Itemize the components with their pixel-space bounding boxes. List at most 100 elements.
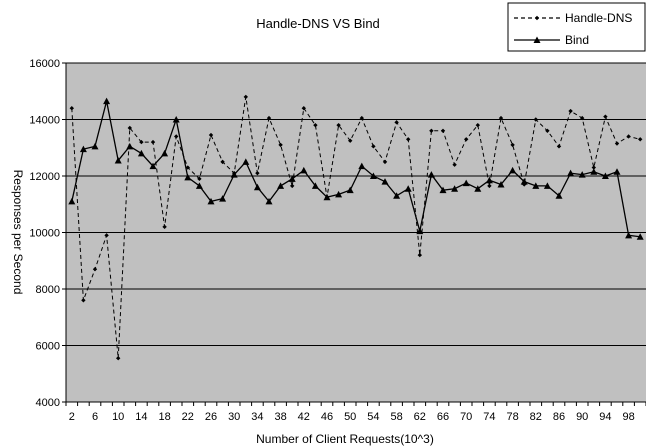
x-tick-label: 42 [298, 411, 310, 423]
data-point [382, 159, 388, 165]
series-bind [68, 97, 644, 240]
data-point [92, 267, 98, 272]
data-point [68, 197, 76, 205]
data-point [208, 132, 214, 138]
legend-label: Bind [565, 33, 589, 47]
data-point [172, 116, 180, 123]
x-tick-label: 46 [321, 411, 333, 423]
data-point [369, 172, 377, 179]
data-point [404, 185, 412, 192]
x-tick-label: 10 [112, 411, 124, 423]
data-point [150, 139, 156, 145]
data-point [464, 137, 469, 142]
data-point [452, 162, 457, 167]
x-tick-label: 38 [274, 411, 286, 423]
x-tick-label: 18 [158, 411, 170, 423]
data-point [127, 125, 132, 131]
data-point [288, 175, 296, 182]
data-point [371, 144, 376, 149]
series-line [71, 96, 641, 359]
data-point [626, 134, 631, 139]
y-tick-label: 12000 [29, 171, 60, 183]
y-axis-ticks: 4000 6000 8000 10000 12000 14000 16000 [29, 58, 66, 409]
data-point [335, 190, 343, 198]
data-point [253, 183, 261, 191]
data-point [381, 178, 389, 185]
x-tick-label: 30 [228, 411, 240, 423]
data-point [580, 115, 585, 121]
data-point [346, 186, 354, 194]
series-line [71, 100, 641, 238]
data-point [556, 144, 562, 149]
x-tick-label: 90 [576, 411, 588, 423]
data-point [116, 356, 121, 361]
x-axis-ticks: 2 6 10 14 18 22 26 30 34 38 42 46 50 54 58 62 66 70 74 78 82… [65, 402, 646, 423]
x-tick-label: 70 [460, 411, 472, 423]
data-point [161, 149, 169, 157]
data-point [487, 183, 492, 189]
data-point [184, 173, 192, 181]
data-point [543, 182, 551, 189]
legend-marker [533, 36, 541, 43]
data-point [104, 233, 109, 238]
data-point [265, 197, 273, 205]
data-point [485, 176, 493, 184]
x-tick-label: 14 [135, 411, 147, 423]
y-tick-label: 6000 [36, 341, 60, 353]
data-point [149, 162, 157, 170]
data-point [451, 185, 459, 192]
data-point [348, 138, 353, 143]
data-point [243, 94, 248, 100]
data-point [162, 224, 167, 230]
data-point [625, 231, 633, 239]
data-point [91, 142, 99, 150]
data-point [590, 168, 598, 175]
data-point [114, 156, 122, 164]
x-tick-label: 54 [367, 411, 379, 423]
x-tick-label: 26 [205, 411, 217, 423]
y-tick-label: 14000 [29, 115, 60, 127]
x-tick-label: 86 [553, 411, 565, 423]
data-point [591, 165, 596, 170]
series-handle-dns [69, 94, 643, 361]
x-axis-label: Number of Client Requests(10^3) [256, 432, 434, 446]
data-point [207, 197, 215, 205]
x-tick-label: 74 [483, 411, 495, 423]
data-point [266, 115, 272, 121]
x-tick-label: 50 [344, 411, 356, 423]
legend-label: Handle-DNS [565, 11, 632, 25]
data-point [578, 171, 586, 178]
data-point [440, 128, 446, 133]
data-point [219, 195, 227, 202]
data-point [69, 106, 74, 111]
data-point [323, 193, 331, 201]
legend: Handle-DNS Bind [507, 2, 646, 52]
x-tick-label: 62 [414, 411, 426, 423]
x-tick-label: 58 [390, 411, 402, 423]
data-point [103, 97, 111, 105]
x-tick-label: 22 [182, 411, 194, 423]
data-point [532, 182, 540, 189]
data-point [300, 166, 308, 174]
x-tick-label: 94 [599, 411, 611, 423]
data-point [475, 122, 480, 128]
data-point [638, 137, 643, 142]
data-point [416, 227, 424, 235]
data-point [230, 171, 238, 178]
data-point [636, 233, 644, 240]
legend-box [507, 2, 646, 52]
data-point [603, 114, 608, 119]
data-point [126, 142, 134, 150]
data-point [427, 171, 435, 178]
y-tick-label: 16000 [29, 58, 60, 70]
chart-title: Handle-DNS VS Bind [256, 16, 380, 31]
data-point [555, 192, 563, 199]
data-point [601, 172, 609, 179]
data-point [242, 158, 250, 165]
data-point [137, 149, 145, 157]
series-layer [68, 94, 644, 361]
data-point [497, 180, 505, 188]
data-point [79, 145, 87, 153]
data-point [336, 122, 341, 128]
